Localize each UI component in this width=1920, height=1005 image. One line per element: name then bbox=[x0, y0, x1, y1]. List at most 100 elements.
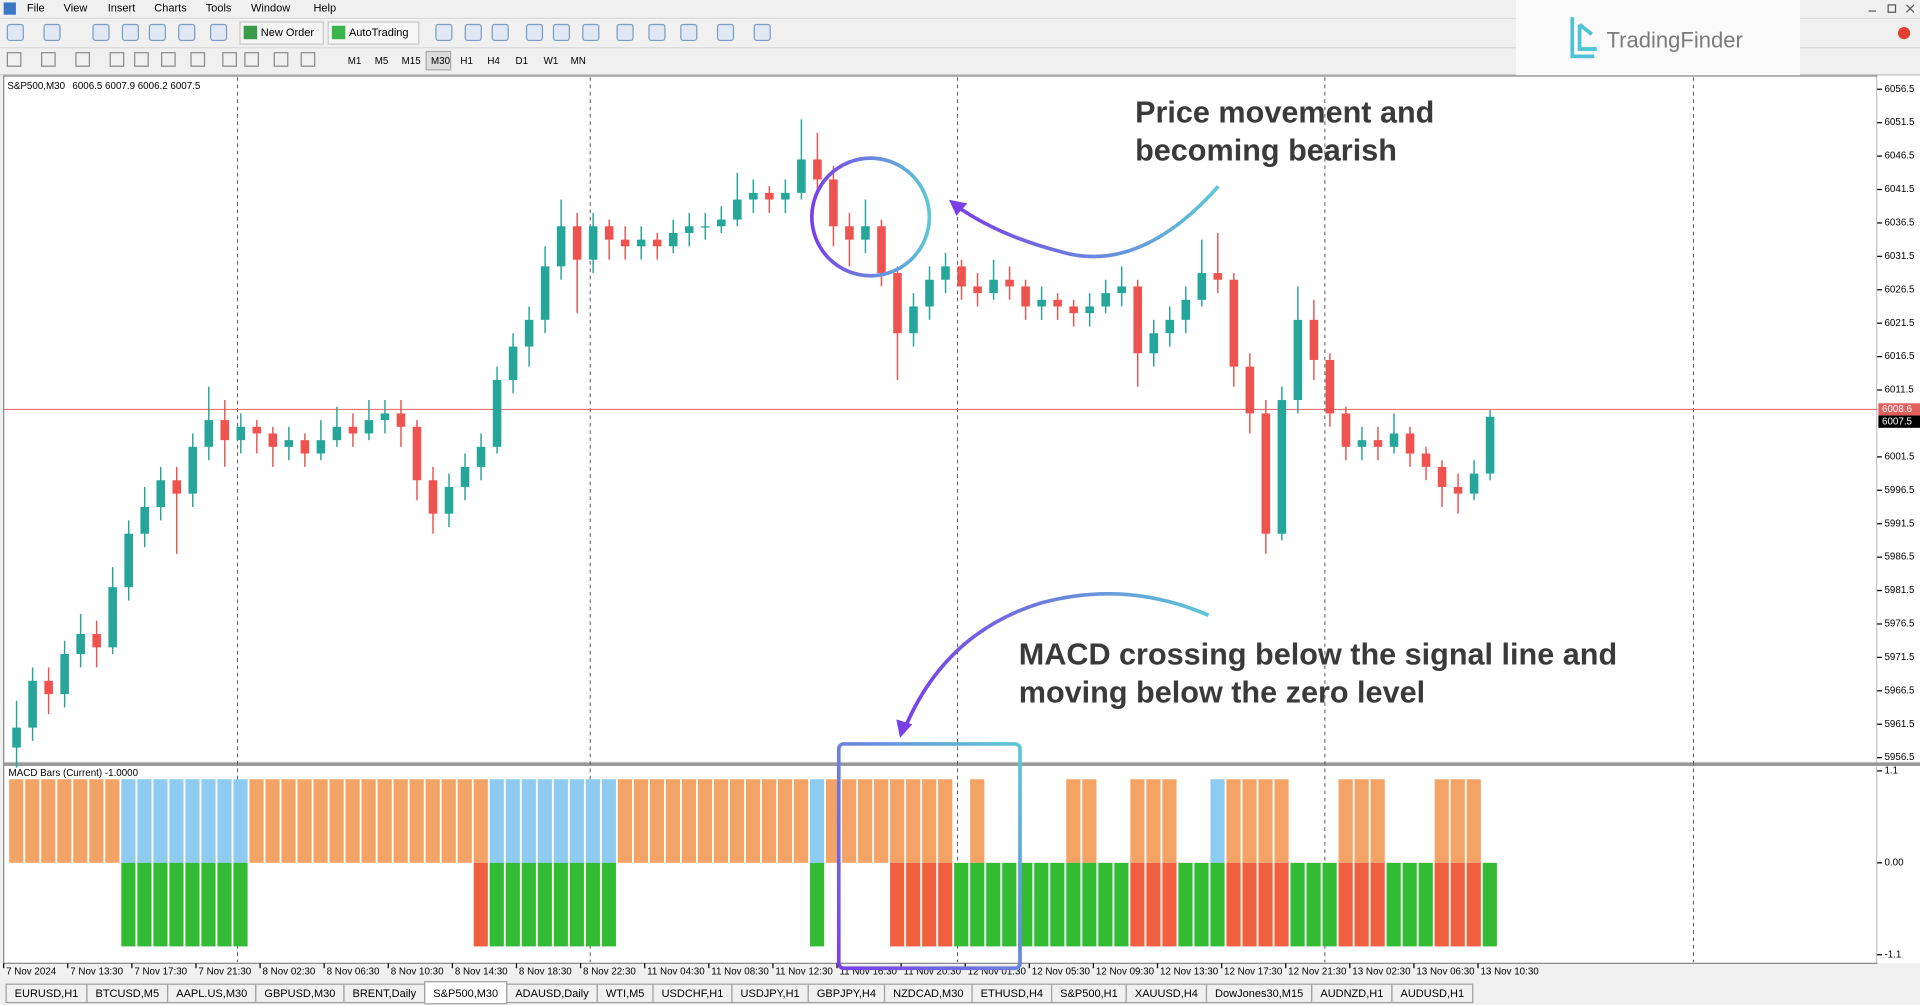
candle-body bbox=[909, 306, 918, 334]
toolbar-icon[interactable] bbox=[121, 23, 139, 42]
tab-label[interactable]: XAUUSD,H4 bbox=[1135, 988, 1198, 1000]
tab[interactable] bbox=[1391, 983, 1474, 1004]
tab-label[interactable]: AUDUSD,H1 bbox=[1401, 988, 1465, 1000]
tool-icon[interactable] bbox=[300, 52, 316, 67]
y-tick-label: 6051.5 bbox=[1884, 117, 1915, 128]
toolbar-icon[interactable] bbox=[6, 23, 24, 42]
macd-bar bbox=[922, 779, 937, 863]
toolbar-button[interactable] bbox=[327, 21, 420, 45]
macd-bar bbox=[201, 862, 216, 947]
tab-label[interactable]: EURUSD,H1 bbox=[15, 988, 79, 1000]
tool-icon[interactable] bbox=[273, 52, 289, 67]
macd-bar bbox=[874, 779, 889, 863]
menu-item[interactable]: View bbox=[64, 2, 88, 14]
toolbar-icon[interactable] bbox=[435, 23, 453, 42]
timeframe-button[interactable]: W1 bbox=[544, 56, 559, 67]
highlight-circle bbox=[810, 156, 932, 278]
timeframe-button[interactable]: H1 bbox=[460, 56, 473, 67]
macd-bar bbox=[826, 779, 841, 863]
toolbar-icon[interactable] bbox=[210, 23, 228, 42]
tab-label[interactable]: NZDCAD,M30 bbox=[893, 988, 963, 1000]
macd-bar bbox=[1066, 779, 1081, 863]
chart-title: S&P500,M30 6006.5 6007.9 6006.2 6007.5 bbox=[7, 80, 201, 91]
macd-bar bbox=[681, 779, 697, 863]
y-tick-label: 5966.5 bbox=[1884, 685, 1915, 696]
tab-label[interactable]: ADAUSD,Daily bbox=[515, 988, 589, 1000]
tab-label[interactable]: AUDNZD,H1 bbox=[1320, 988, 1383, 1000]
macd-bar bbox=[970, 779, 985, 863]
toolbar-icon[interactable] bbox=[92, 23, 110, 42]
toolbar-icon[interactable] bbox=[491, 23, 509, 42]
tool-icon[interactable] bbox=[41, 52, 56, 67]
tab-label[interactable]: GBPJPY,H4 bbox=[817, 988, 876, 1000]
restore[interactable] bbox=[1887, 4, 1897, 13]
toolbar-icon[interactable] bbox=[148, 23, 166, 42]
menu-item[interactable]: Insert bbox=[108, 2, 136, 14]
timeframe-button[interactable]: M5 bbox=[375, 56, 389, 67]
toolbar-icon[interactable] bbox=[582, 23, 600, 42]
toolbar-icon[interactable] bbox=[648, 23, 666, 42]
tab-label[interactable]: DowJones30,M15 bbox=[1215, 988, 1303, 1000]
y-tick-label: 1.1 bbox=[1884, 765, 1898, 776]
toolbar-icon[interactable] bbox=[753, 23, 771, 42]
timeframe-button[interactable]: M30 bbox=[431, 56, 451, 67]
menu-item[interactable]: Help bbox=[313, 2, 336, 14]
toolbar-button[interactable] bbox=[239, 21, 324, 45]
candle-body bbox=[620, 239, 630, 247]
toolbar-icon[interactable] bbox=[680, 23, 698, 42]
window-controls[interactable] bbox=[1868, 4, 1915, 40]
candle-body bbox=[1421, 453, 1431, 467]
timeframe-button[interactable]: D1 bbox=[516, 56, 529, 67]
timeframe-button[interactable]: MN bbox=[571, 56, 586, 67]
menu-item[interactable]: File bbox=[27, 2, 45, 14]
tab-label[interactable]: ETHUSD,H4 bbox=[981, 988, 1043, 1000]
menu-item[interactable]: Tools bbox=[206, 2, 232, 14]
toolbar-button-label[interactable]: New Order bbox=[261, 27, 315, 39]
toolbar-button-label[interactable]: AutoTrading bbox=[349, 27, 409, 39]
macd-bar bbox=[1162, 862, 1177, 947]
tool-icon[interactable] bbox=[244, 52, 259, 67]
macd-bar bbox=[1242, 779, 1257, 863]
tab-label[interactable]: S&P500,H1 bbox=[1060, 988, 1118, 1000]
x-tick-label: 8 Nov 10:30 bbox=[391, 966, 444, 977]
tool-icon[interactable] bbox=[75, 52, 91, 67]
close[interactable] bbox=[1906, 4, 1915, 13]
toolbar-icon[interactable] bbox=[525, 23, 544, 42]
macd-bar bbox=[1130, 862, 1145, 947]
tab-label[interactable]: WTI,M5 bbox=[606, 988, 645, 1000]
candle-body bbox=[44, 680, 53, 695]
toolbar-icon[interactable] bbox=[552, 23, 570, 42]
macd-bar bbox=[1338, 779, 1353, 863]
y-tick-label: 6056.5 bbox=[1884, 84, 1915, 95]
tab-label[interactable]: USDJPY,H1 bbox=[741, 988, 800, 1000]
tool-icon[interactable] bbox=[6, 52, 22, 67]
menu-item[interactable]: Window bbox=[251, 2, 290, 14]
macd-bar bbox=[201, 779, 216, 863]
tool-icon[interactable] bbox=[134, 52, 149, 67]
timeframe-active[interactable] bbox=[425, 50, 452, 71]
tab-label[interactable]: S&P500,M30 bbox=[433, 988, 498, 1000]
tab-label[interactable]: USDCHF,H1 bbox=[662, 988, 724, 1000]
timeframe-button[interactable]: M15 bbox=[402, 56, 422, 67]
macd-bar bbox=[1050, 862, 1065, 947]
macd-bar bbox=[121, 862, 136, 947]
toolbar-icon[interactable] bbox=[464, 23, 482, 42]
timeframe-button[interactable]: M1 bbox=[348, 56, 362, 67]
tool-icon[interactable] bbox=[109, 52, 125, 67]
timeframe-button[interactable]: H4 bbox=[487, 56, 500, 67]
toolbar-icon[interactable] bbox=[616, 23, 634, 42]
macd-bar bbox=[1146, 779, 1161, 863]
tab-label[interactable]: GBPUSD,M30 bbox=[264, 988, 335, 1000]
toolbar-icon[interactable] bbox=[178, 23, 196, 42]
tool-icon[interactable] bbox=[161, 52, 176, 67]
tab-label[interactable]: BRENT,Daily bbox=[353, 988, 417, 1000]
tool-icon[interactable] bbox=[190, 52, 206, 67]
tab-label[interactable]: BTCUSD,M5 bbox=[95, 988, 159, 1000]
toolbar-icon[interactable] bbox=[43, 23, 61, 42]
tool-icon[interactable] bbox=[222, 52, 237, 67]
tab-label[interactable]: AAPL.US,M30 bbox=[176, 988, 247, 1000]
macd-bar bbox=[1450, 779, 1465, 863]
candle-body bbox=[973, 286, 982, 294]
menu-item[interactable]: Charts bbox=[154, 2, 187, 14]
toolbar-icon[interactable] bbox=[716, 23, 735, 42]
